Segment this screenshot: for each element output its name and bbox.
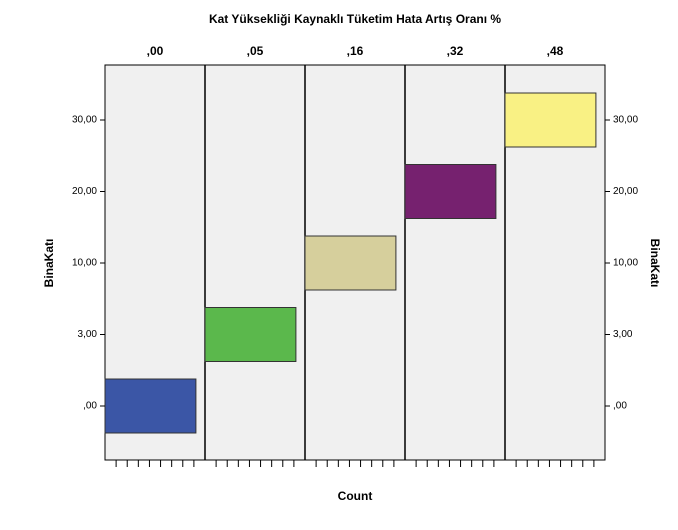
panel-header: ,05 [247,44,264,58]
y-tick-label-right: 30,00 [613,115,638,126]
y-tick-label-right: ,00 [613,401,627,412]
y-tick-label: ,00 [83,401,97,412]
bar [504,92,597,148]
y-tick-label-right: 3,00 [613,329,633,340]
y-axis-label: BinaKatı [42,239,56,288]
y-tick-label-right: 20,00 [613,186,638,197]
x-axis-label: Count [338,489,373,503]
panel-header: ,48 [547,44,564,58]
bar [404,164,497,219]
chart-title: Kat Yüksekliği Kaynaklı Tüketim Hata Art… [209,12,501,26]
bar [104,378,197,434]
bar [204,307,297,362]
bar [304,235,397,291]
panel-header: ,16 [347,44,364,58]
y-tick-label: 3,00 [78,329,98,340]
y-tick-label: 20,00 [72,186,97,197]
y-tick-label: 30,00 [72,115,97,126]
panel-header: ,00 [147,44,164,58]
panel-header: ,32 [447,44,464,58]
y-axis-label-right: BinaKatı [648,239,662,288]
y-tick-label: 10,00 [72,258,97,269]
y-tick-label-right: 10,00 [613,258,638,269]
